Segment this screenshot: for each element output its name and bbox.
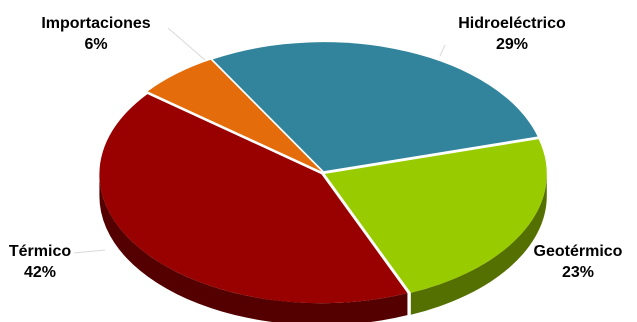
slice-value-label: 6% — [84, 36, 107, 53]
slice-2 — [99, 94, 408, 304]
pie-slices — [99, 42, 547, 304]
slice-name-label: Térmico — [9, 243, 71, 260]
slice-side-2 — [99, 174, 408, 322]
slice-value-label: 42% — [24, 264, 56, 281]
slice-1 — [324, 139, 547, 293]
slice-0 — [212, 42, 538, 172]
slice-name-label: Importaciones — [41, 15, 150, 32]
slice-side-1 — [410, 173, 547, 315]
slice-value-label: 23% — [562, 264, 594, 281]
leader-lines — [73, 27, 545, 254]
pie-sides — [99, 173, 547, 322]
leader-line-0 — [439, 44, 446, 57]
slice-name-label: Hidroeléctrico — [458, 15, 566, 32]
leader-line-3 — [167, 27, 206, 61]
leader-line-2 — [73, 249, 106, 254]
slice-3 — [147, 59, 322, 172]
slice-labels: Hidroeléctrico 29% Geotérmico 23% Térmico 42%… — [9, 15, 623, 281]
slice-name-label: Geotérmico — [534, 243, 623, 260]
slice-value-label: 29% — [496, 36, 528, 53]
